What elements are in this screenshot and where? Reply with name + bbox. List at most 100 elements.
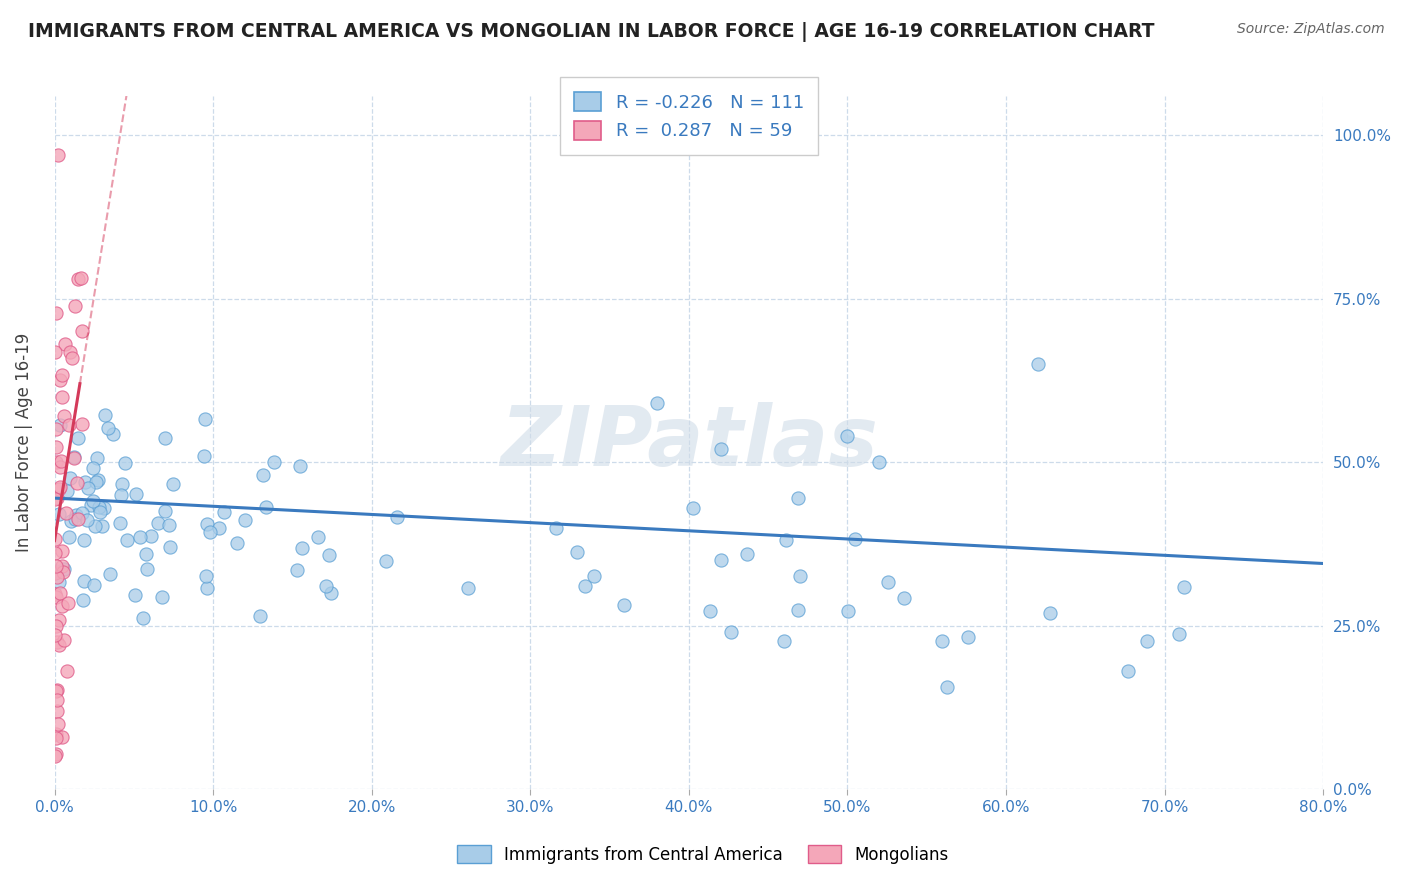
Point [97,421,120,435]
Point [290,541,312,556]
Point [82,461,104,475]
Point [574,579,596,593]
Point [60,514,83,528]
Point [93,500,115,515]
Point [44,344,66,359]
Point [162,476,184,491]
Legend: Immigrants from Central America, Mongolians: Immigrants from Central America, Mongoli… [451,838,955,871]
Point [318,548,340,562]
Point [45,422,67,436]
Point [214,505,236,519]
Point [46,704,69,718]
Point [59,344,82,359]
Point [195,582,218,596]
Point [115,533,138,547]
Point [52,633,75,648]
Point [645,396,668,410]
Point [58,417,80,432]
Point [1039,606,1062,620]
Point [87,500,110,515]
Point [63,299,86,313]
Point [699,604,721,618]
Point [44,587,66,601]
Point [51,368,73,382]
Point [89,505,111,519]
Point [45,747,67,761]
Point [67,272,90,286]
Point [682,501,704,516]
Point [59,471,82,485]
Point [931,634,953,648]
Point [208,521,231,535]
Point [87,473,110,487]
Point [51,390,73,404]
Point [49,586,72,600]
Point [46,491,69,506]
Point [45,618,67,632]
Point [51,558,73,573]
Point [62,451,84,466]
Point [153,431,176,445]
Point [94,409,117,423]
Point [319,586,342,600]
Point [789,569,811,583]
Point [254,500,277,514]
Point [48,613,70,627]
Point [135,547,157,561]
Point [868,455,890,469]
Point [131,611,153,625]
Point [198,524,221,539]
Point [82,493,104,508]
Point [136,562,159,576]
Point [129,530,152,544]
Point [195,568,218,582]
Point [55,506,77,520]
Point [73,533,96,547]
Point [70,324,93,338]
Point [53,337,76,351]
Point [252,467,274,482]
Point [124,588,146,602]
Point [720,624,742,639]
Point [49,454,72,468]
Point [46,635,69,649]
Point [195,516,218,531]
Point [225,536,247,550]
Point [80,498,103,512]
Point [1026,357,1049,371]
Point [775,533,797,547]
Point [46,569,69,583]
Text: ZIPatlas: ZIPatlas [501,402,877,483]
Point [44,628,66,642]
Point [46,683,69,698]
Point [877,575,900,590]
Point [49,460,72,475]
Point [709,553,731,567]
Point [48,575,70,590]
Point [263,455,285,469]
Point [84,475,107,490]
Point [52,562,75,576]
Point [52,565,75,579]
Point [46,716,69,731]
Point [44,749,66,764]
Point [46,147,69,161]
Point [56,596,79,610]
Point [45,731,67,746]
Point [374,554,396,568]
Point [935,680,957,694]
Text: IMMIGRANTS FROM CENTRAL AMERICA VS MONGOLIAN IN LABOR FORCE | AGE 16-19 CORRELAT: IMMIGRANTS FROM CENTRAL AMERICA VS MONGO… [28,22,1154,42]
Point [45,590,67,604]
Point [73,475,96,490]
Point [125,486,148,500]
Point [70,271,93,285]
Point [49,480,72,494]
Point [387,510,409,524]
Point [45,693,67,707]
Point [786,603,808,617]
Point [45,684,67,698]
Point [56,483,79,498]
Point [48,482,70,496]
Point [72,417,94,431]
Point [159,540,181,554]
